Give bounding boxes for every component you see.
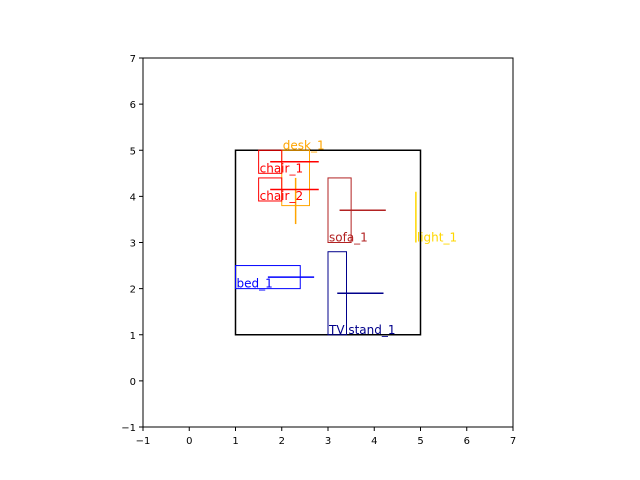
x-tick-label: 1	[232, 436, 238, 447]
object-chair-1: chair_1	[258, 149, 319, 175]
y-tick-label: 1	[130, 331, 136, 342]
x-tick-label: 2	[279, 436, 285, 447]
sofa-1-label: sofa_1	[329, 231, 368, 245]
y-tick-label: 7	[130, 54, 136, 65]
x-tick-label: 6	[464, 436, 470, 447]
object-sofa-1: sofa_1	[327, 177, 386, 245]
x-tick-label: 0	[186, 436, 192, 447]
y-tick-label: 6	[130, 100, 136, 111]
light-1-label: light_1	[417, 231, 457, 245]
y-tick-label: 5	[130, 146, 136, 157]
y-tick-label: 0	[130, 377, 136, 388]
y-tick-label: −1	[121, 423, 136, 434]
x-tick-label: 4	[371, 436, 377, 447]
chair-2-label: chair_2	[260, 189, 303, 203]
tick-layer: −1 0 1 2 3 4 5 6 7 −1 0 1 2 3 4 5 6 7	[121, 54, 516, 447]
bed-1-label: bed_1	[237, 277, 273, 291]
y-tick-label: 2	[130, 285, 136, 296]
object-chair-2: chair_2	[258, 177, 319, 203]
object-desk-1: desk_1	[281, 138, 325, 225]
y-tick-label: 4	[130, 192, 136, 203]
objects-layer: desk_1 chair_1 chair_2 sofa_1 light_1 bed_1 TV…	[235, 138, 457, 337]
x-tick-label: 7	[510, 436, 516, 447]
chair-1-label: chair_1	[260, 161, 303, 175]
object-bed-1: bed_1	[235, 265, 315, 291]
tv-stand-1-label: TV stand_1	[328, 323, 396, 337]
x-tick-label: 3	[325, 436, 331, 447]
object-tv-stand-1: TV stand_1	[327, 251, 396, 337]
desk-1-label: desk_1	[283, 138, 325, 152]
x-tick-label: 5	[417, 436, 423, 447]
x-tick-label: −1	[136, 436, 151, 447]
y-tick-label: 3	[130, 239, 136, 250]
object-light-1: light_1	[415, 191, 457, 245]
